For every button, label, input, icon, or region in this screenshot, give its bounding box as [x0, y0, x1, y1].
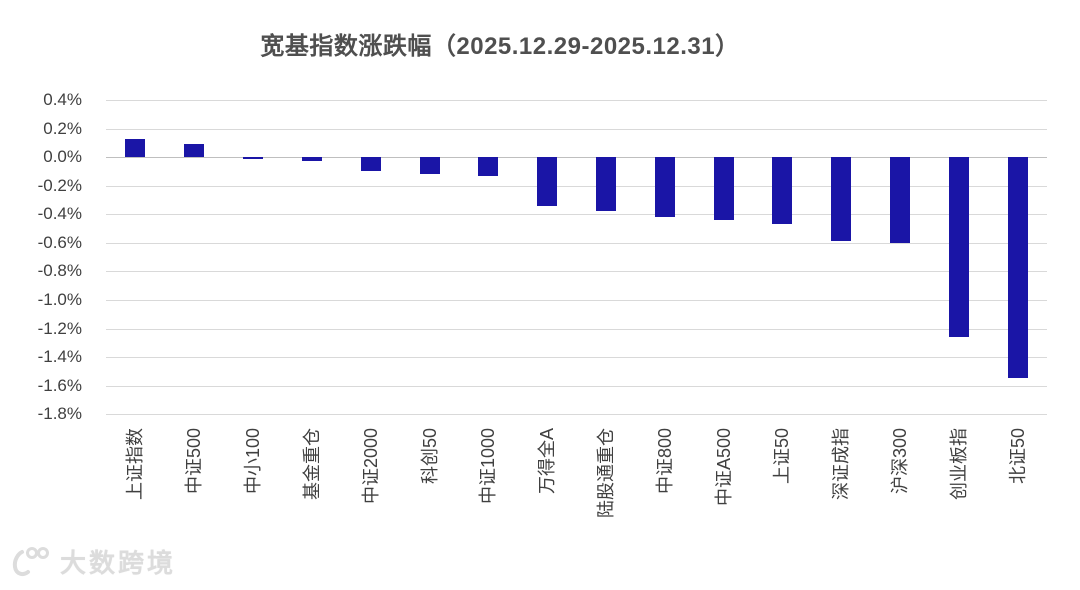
chart-bar-沪深300	[890, 157, 910, 243]
x-axis-tick-label: 中小100	[243, 428, 263, 495]
chart-bar-中证500	[184, 144, 205, 158]
y-axis-tick-label: 0.0%	[43, 147, 82, 167]
x-axis-tick-label: 北证50	[1007, 428, 1028, 485]
gridline	[106, 185, 1047, 187]
x-axis-tick-label: 深证成指	[831, 428, 852, 500]
watermark-logo-icon	[12, 546, 49, 576]
chart-bar-中证1000	[478, 157, 499, 176]
y-axis-tick-label: -0.4%	[37, 204, 82, 224]
y-axis-tick-label: 0.4%	[43, 90, 82, 109]
y-axis-tick-label: -0.6%	[37, 232, 82, 252]
y-axis-tick-label: -1.6%	[37, 375, 82, 395]
x-axis-tick-label: 沪深300	[890, 428, 910, 495]
chart-bar-北证50	[1007, 157, 1028, 379]
x-axis-tick-label: 中证500	[184, 428, 205, 495]
y-axis-tick-label: -1.4%	[37, 347, 82, 367]
y-axis-tick-label: -1.2%	[37, 318, 82, 338]
zero-axis-line	[106, 157, 1047, 159]
gridline	[106, 100, 1047, 101]
gridline	[106, 271, 1047, 273]
gridline	[106, 242, 1047, 244]
watermark-text: 大数跨境	[60, 548, 177, 578]
gridline	[106, 300, 1047, 301]
chart-bar-中小100	[243, 157, 263, 159]
x-axis-tick-label: 上证指数	[125, 428, 146, 500]
chart-bar-万得全A	[537, 157, 558, 206]
x-axis-tick-label: 基金重仓	[301, 428, 322, 500]
x-axis-tick-label: 中证800	[654, 428, 675, 495]
x-axis-tick-label: 陆股通重仓	[595, 428, 616, 518]
gridline	[106, 328, 1047, 330]
x-axis-tick-label: 创业板指	[948, 428, 969, 500]
chart-bar-创业板指	[948, 157, 969, 338]
chart-bar-科创50	[419, 157, 440, 175]
x-axis-tick-label: 万得全A	[537, 428, 558, 495]
x-axis-tick-label: 中证1000	[478, 428, 499, 505]
y-axis-tick-label: 0.2%	[43, 118, 82, 138]
y-axis-tick-label: -1.0%	[37, 290, 82, 309]
y-axis-tick-label: -0.2%	[37, 175, 82, 195]
chart-bar-上证50	[772, 157, 793, 225]
chart-bar-深证成指	[831, 157, 852, 242]
gridline	[106, 385, 1047, 387]
x-axis-tick-label: 上证50	[772, 428, 793, 485]
x-axis-tick-label: 中证2000	[360, 428, 381, 505]
gridline	[106, 357, 1047, 359]
x-axis-tick-label: 科创50	[419, 428, 440, 485]
chart-title: 宽基指数涨跌幅（2025.12.29-2025.12.31）	[260, 33, 740, 60]
gridline	[106, 128, 1047, 130]
chart-bar-陆股通重仓	[595, 157, 616, 212]
chart-bar-中证800	[654, 157, 675, 218]
chart-bar-上证指数	[125, 138, 146, 158]
watermark: 大数跨境	[8, 543, 176, 580]
chart-bar-基金重仓	[301, 157, 322, 162]
y-axis-tick-label: -0.8%	[37, 261, 82, 281]
x-axis-tick-label: 中证A500	[713, 428, 734, 507]
gridline	[106, 414, 1047, 416]
gridline	[106, 214, 1047, 216]
y-axis-tick-label: -1.8%	[37, 404, 82, 424]
chart-bar-中证2000	[360, 157, 381, 172]
chart-bar-中证A500	[713, 157, 734, 220]
